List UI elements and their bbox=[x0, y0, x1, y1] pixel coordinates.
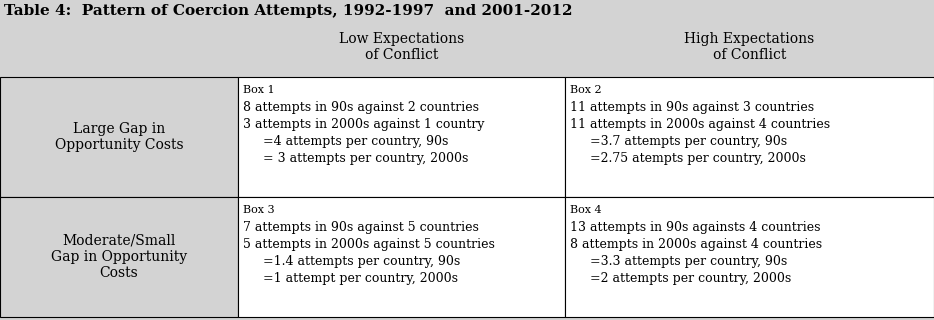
Text: 11 attempts in 2000s against 4 countries: 11 attempts in 2000s against 4 countries bbox=[570, 118, 830, 131]
Text: 5 attempts in 2000s against 5 countries: 5 attempts in 2000s against 5 countries bbox=[243, 238, 495, 251]
Text: High Expectations
of Conflict: High Expectations of Conflict bbox=[685, 32, 814, 62]
Text: =1 attempt per country, 2000s: =1 attempt per country, 2000s bbox=[243, 272, 458, 285]
Text: =1.4 attempts per country, 90s: =1.4 attempts per country, 90s bbox=[243, 255, 460, 268]
FancyBboxPatch shape bbox=[0, 77, 238, 197]
Text: = 3 attempts per country, 2000s: = 3 attempts per country, 2000s bbox=[243, 152, 468, 165]
Text: 13 attempts in 90s againsts 4 countries: 13 attempts in 90s againsts 4 countries bbox=[570, 221, 820, 234]
FancyBboxPatch shape bbox=[565, 197, 934, 317]
Text: 3 attempts in 2000s against 1 country: 3 attempts in 2000s against 1 country bbox=[243, 118, 485, 131]
Text: Box 4: Box 4 bbox=[570, 205, 601, 215]
Text: Box 3: Box 3 bbox=[243, 205, 275, 215]
Text: Table 4:  Pattern of Coercion Attempts, 1992-1997  and 2001-2012: Table 4: Pattern of Coercion Attempts, 1… bbox=[4, 4, 573, 18]
Text: =2.75 atempts per country, 2000s: =2.75 atempts per country, 2000s bbox=[570, 152, 806, 165]
Text: =3.7 attempts per country, 90s: =3.7 attempts per country, 90s bbox=[570, 135, 787, 148]
Text: Box 2: Box 2 bbox=[570, 85, 601, 95]
Text: Low Expectations
of Conflict: Low Expectations of Conflict bbox=[339, 32, 464, 62]
Text: 11 attempts in 90s against 3 countries: 11 attempts in 90s against 3 countries bbox=[570, 101, 814, 114]
Text: =4 attempts per country, 90s: =4 attempts per country, 90s bbox=[243, 135, 448, 148]
Text: 7 attempts in 90s against 5 countries: 7 attempts in 90s against 5 countries bbox=[243, 221, 479, 234]
FancyBboxPatch shape bbox=[238, 197, 565, 317]
FancyBboxPatch shape bbox=[238, 77, 565, 197]
FancyBboxPatch shape bbox=[0, 22, 934, 77]
FancyBboxPatch shape bbox=[565, 77, 934, 197]
Text: 8 attempts in 90s against 2 countries: 8 attempts in 90s against 2 countries bbox=[243, 101, 479, 114]
FancyBboxPatch shape bbox=[0, 0, 934, 22]
Text: 8 attempts in 2000s against 4 countries: 8 attempts in 2000s against 4 countries bbox=[570, 238, 822, 251]
Text: =3.3 attempts per country, 90s: =3.3 attempts per country, 90s bbox=[570, 255, 787, 268]
Text: Moderate/Small
Gap in Opportunity
Costs: Moderate/Small Gap in Opportunity Costs bbox=[51, 234, 187, 280]
Text: =2 attempts per country, 2000s: =2 attempts per country, 2000s bbox=[570, 272, 791, 285]
FancyBboxPatch shape bbox=[0, 197, 238, 317]
Text: Box 1: Box 1 bbox=[243, 85, 275, 95]
Text: Large Gap in
Opportunity Costs: Large Gap in Opportunity Costs bbox=[55, 122, 183, 152]
